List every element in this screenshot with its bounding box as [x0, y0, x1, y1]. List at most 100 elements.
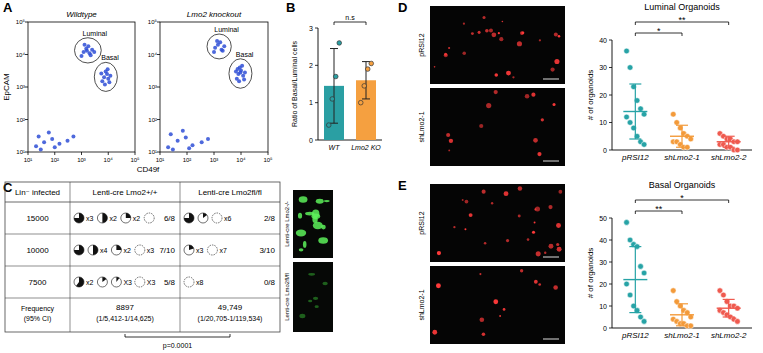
- organoid-spot: [525, 94, 530, 99]
- organoid-spot: [535, 206, 540, 211]
- x-tick: [214, 152, 215, 155]
- point: [102, 75, 106, 79]
- y-tick: [25, 87, 28, 88]
- image-label: Lenti-cre Lmo2-/-: [284, 201, 290, 247]
- organoid-spot: [544, 251, 546, 253]
- image-label: pRSI12: [418, 33, 426, 56]
- y-tick-label: 10²: [148, 117, 157, 123]
- organoid-spot: [482, 16, 485, 19]
- image-label: Lenti-cre Lmo2fl/fl: [284, 273, 290, 321]
- plot-frame: [28, 22, 135, 152]
- row-label: 15000: [26, 214, 49, 223]
- pie-outline: [97, 277, 107, 287]
- panel-label: A: [3, 0, 13, 15]
- point: [200, 140, 204, 144]
- error-cap: [330, 48, 338, 49]
- point: [66, 139, 70, 143]
- image-label: shLmo2-1: [418, 289, 425, 320]
- point: [688, 136, 694, 142]
- sd-cap: [723, 136, 735, 137]
- pie-outline: [184, 277, 194, 287]
- point: [241, 74, 245, 78]
- icon-count: x3: [147, 247, 155, 254]
- panel-label: B: [286, 0, 295, 15]
- organoid-spot: [534, 208, 536, 210]
- row-label: 7500: [29, 278, 47, 287]
- pie-outline: [97, 213, 107, 223]
- point: [106, 67, 110, 71]
- pie-fill: [76, 277, 84, 287]
- pie-outline: [74, 277, 84, 287]
- table-rule: [70, 182, 71, 332]
- sd-bar: [681, 125, 682, 147]
- x-tick-label: pRSI12: [621, 331, 649, 340]
- score: 0/8: [264, 278, 276, 287]
- point: [242, 78, 246, 82]
- fluorescence: [299, 314, 305, 318]
- point: [624, 220, 630, 226]
- icon-count: x2: [86, 279, 94, 286]
- pie-outline: [74, 213, 84, 223]
- point: [71, 134, 75, 138]
- error-bar: [334, 49, 335, 124]
- organoid-spot: [464, 228, 466, 230]
- organoid-spot: [554, 59, 559, 64]
- point: [670, 288, 676, 294]
- y-tick-label: 10³: [16, 84, 25, 90]
- icon-count: x2: [133, 215, 141, 222]
- organoid-spot: [491, 32, 496, 37]
- x-axis-label: CD49f: [137, 165, 160, 174]
- fluorescence: [318, 237, 328, 243]
- fluorescence: [322, 282, 327, 286]
- organoid-spot: [444, 53, 448, 57]
- organoid-spot: [558, 190, 562, 194]
- y-tick-label: 40: [599, 237, 607, 244]
- organoid-spot: [534, 222, 536, 224]
- icon-count: x8: [196, 279, 204, 286]
- organoid-spot: [537, 152, 541, 156]
- scale-bar: [543, 257, 559, 258]
- plot-title: Wildtype: [66, 10, 97, 19]
- table-border: [5, 182, 280, 332]
- score: 5/8: [164, 278, 176, 287]
- organoid-spot: [536, 251, 541, 256]
- point: [166, 145, 170, 149]
- pie-outline: [212, 213, 222, 223]
- table-rule: [5, 266, 280, 267]
- point: [191, 143, 195, 147]
- point: [42, 140, 46, 144]
- organoid-spot: [478, 31, 481, 34]
- point: [641, 270, 647, 276]
- gate-label: Luminal: [214, 26, 239, 33]
- organoid-spot: [556, 243, 559, 246]
- point: [103, 82, 107, 86]
- x-tick: [268, 152, 269, 155]
- point: [624, 114, 630, 120]
- y-tick-label: 50: [599, 215, 607, 222]
- point: [627, 120, 633, 126]
- x-tick-label: pRSI12: [621, 153, 649, 162]
- organoid-spot: [552, 103, 555, 106]
- point: [641, 142, 647, 148]
- fluorescence: [299, 248, 304, 251]
- y-axis-label: Ratio of Basal/Luminal cells: [291, 41, 298, 127]
- point: [237, 79, 241, 83]
- panel-label: D: [398, 0, 407, 15]
- y-axis-label: # of organoids: [586, 70, 595, 121]
- frequency-ci: (1/20,705-1/119,534): [198, 315, 263, 323]
- y-axis: [318, 28, 319, 140]
- organoid-spot: [479, 124, 483, 128]
- plot-title: Lmo2 knockout: [187, 10, 242, 19]
- organoid-spot: [448, 149, 450, 151]
- y-tick: [609, 122, 612, 123]
- y-tick-label: 10⁵: [16, 19, 26, 25]
- pie-fill: [116, 245, 121, 250]
- sd-bar: [635, 84, 636, 139]
- organoid-spot: [550, 67, 554, 71]
- pie-outline: [135, 245, 145, 255]
- point: [53, 145, 57, 149]
- y-tick: [315, 140, 318, 141]
- point: [236, 67, 240, 71]
- x-tick: [160, 152, 161, 155]
- point: [238, 70, 242, 74]
